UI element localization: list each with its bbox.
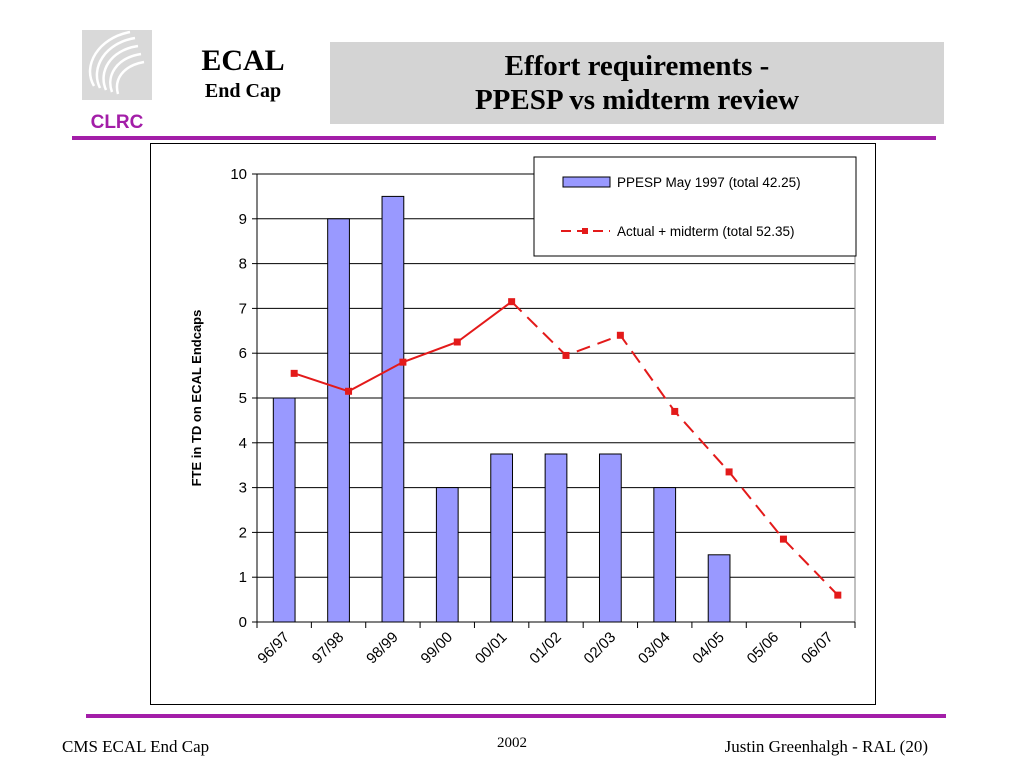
y-tick-label: 7 — [239, 300, 247, 317]
logo-text: CLRC — [91, 112, 144, 133]
x-tick-label: 96/97 — [254, 629, 293, 668]
y-tick-label: 0 — [239, 614, 247, 631]
line-marker — [725, 468, 733, 476]
clrc-logo: CLRC — [82, 30, 152, 133]
bar — [435, 487, 459, 623]
legend-line-marker — [582, 228, 588, 234]
line-marker — [399, 358, 407, 366]
footer-center: 2002 — [497, 735, 527, 751]
x-tick-label: 03/04 — [635, 629, 674, 668]
bar — [598, 453, 622, 623]
chart: 0 1 2 3 4 5 6 7 8 9 10 96/97 97/98 98/99 99/00 00/01 01/… — [189, 156, 857, 668]
y-tick-label: 2 — [239, 524, 247, 541]
y-tick-label: 4 — [239, 435, 247, 452]
legend-label-bars: PPESP May 1997 (total 42.25) — [617, 175, 801, 190]
x-tick-label: 02/03 — [581, 629, 620, 668]
bar — [653, 487, 677, 623]
section-title: ECAL — [201, 44, 285, 77]
footer-divider — [86, 714, 946, 718]
line-marker — [345, 387, 353, 395]
bar — [707, 554, 731, 623]
x-tick-label: 04/05 — [689, 629, 728, 668]
slide-title-line1: Effort requirements - — [504, 50, 770, 82]
x-tick-label: 06/07 — [798, 629, 837, 668]
bar — [490, 453, 514, 623]
y-tick-label: 3 — [239, 480, 247, 497]
x-tick-label: 99/00 — [418, 629, 457, 668]
slide-title-box: Effort requirements - PPESP vs midterm r… — [330, 42, 944, 124]
bar — [381, 195, 405, 623]
legend-bar-swatch — [562, 176, 611, 188]
x-tick-label: 05/06 — [744, 629, 783, 668]
y-tick-label: 9 — [239, 211, 247, 228]
line-marker — [508, 298, 516, 306]
bar — [327, 218, 350, 623]
slide-title-line2: PPESP vs midterm review — [474, 84, 800, 116]
y-tick-label: 10 — [230, 166, 247, 183]
section-subtitle: End Cap — [204, 80, 282, 102]
y-tick-label: 1 — [239, 569, 247, 586]
line-marker — [562, 351, 570, 359]
line-marker — [453, 338, 461, 346]
line-series — [290, 298, 842, 599]
footer-left: CMS ECAL End Cap — [62, 737, 210, 756]
line-marker — [671, 407, 679, 415]
line-marker — [834, 591, 842, 599]
bars — [272, 195, 731, 623]
header-divider — [72, 136, 936, 140]
bar — [544, 453, 568, 623]
chart-frame: 0 1 2 3 4 5 6 7 8 9 10 96/97 97/98 98/99 99/00 00/01 01/… — [150, 143, 876, 705]
line-marker — [779, 535, 787, 543]
legend-box — [533, 156, 857, 257]
footer-right: Justin Greenhalgh - RAL (20) — [724, 737, 928, 756]
line-marker — [616, 331, 624, 339]
section-heading: ECAL End Cap — [178, 44, 308, 104]
x-tick-label: 01/02 — [526, 629, 565, 668]
y-axis-label: FTE in TD on ECAL Endcaps — [189, 310, 204, 487]
y-tick-label: 5 — [239, 390, 247, 407]
x-tick-label: 98/99 — [363, 629, 402, 668]
legend: PPESP May 1997 (total 42.25) Actual + mi… — [533, 156, 857, 257]
bar — [272, 397, 296, 623]
legend-label-line: Actual + midterm (total 52.35) — [617, 224, 794, 239]
x-tick-label: 00/01 — [472, 629, 511, 668]
line-marker — [290, 369, 298, 377]
y-tick-label: 8 — [239, 256, 247, 273]
x-tick-label: 97/98 — [309, 629, 348, 668]
y-tick-label: 6 — [239, 345, 247, 362]
